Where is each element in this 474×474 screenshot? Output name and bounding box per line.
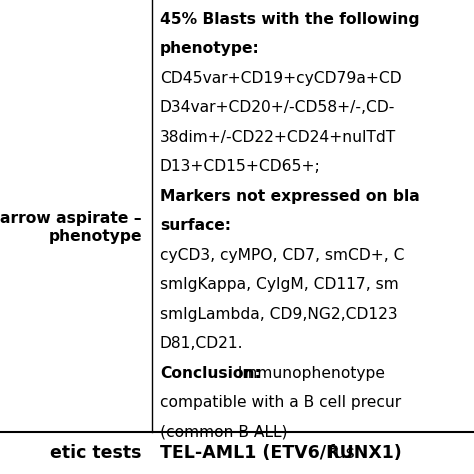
Text: Markers not expressed on bla: Markers not expressed on bla [160, 189, 420, 204]
Text: compatible with a B cell precur: compatible with a B cell precur [160, 395, 401, 410]
Text: fus: fus [323, 444, 355, 462]
Text: Immunophenotype: Immunophenotype [233, 366, 385, 381]
Text: 38dim+/-CD22+CD24+nulTdT: 38dim+/-CD22+CD24+nulTdT [160, 130, 396, 145]
Text: TEL-AML1 (ETV6/RUNX1): TEL-AML1 (ETV6/RUNX1) [160, 444, 402, 462]
Text: smIgLambda, CD9,NG2,CD123: smIgLambda, CD9,NG2,CD123 [160, 307, 398, 322]
Text: Conclusion:: Conclusion: [160, 366, 261, 381]
Bar [0, 432, 474, 474]
Text: 45% Blasts with the following: 45% Blasts with the following [160, 12, 419, 27]
Text: smIgKappa, CyIgM, CD117, sm: smIgKappa, CyIgM, CD117, sm [160, 277, 399, 292]
Text: surface:: surface: [160, 219, 231, 233]
Text: etic tests: etic tests [51, 444, 142, 462]
Text: cyCD3, cyMPO, CD7, smCD+, C: cyCD3, cyMPO, CD7, smCD+, C [160, 248, 404, 263]
Text: arrow aspirate –: arrow aspirate – [0, 211, 142, 226]
Text: CD45var+CD19+cyCD79a+CD: CD45var+CD19+cyCD79a+CD [160, 71, 401, 86]
Text: phenotype:: phenotype: [160, 41, 260, 56]
Text: phenotype: phenotype [48, 229, 142, 244]
Text: D13+CD15+CD65+;: D13+CD15+CD65+; [160, 159, 321, 174]
Text: D81,CD21.: D81,CD21. [160, 337, 244, 351]
Text: (common B ALL): (common B ALL) [160, 425, 288, 440]
Text: D34var+CD20+/-CD58+/-,CD-: D34var+CD20+/-CD58+/-,CD- [160, 100, 395, 115]
